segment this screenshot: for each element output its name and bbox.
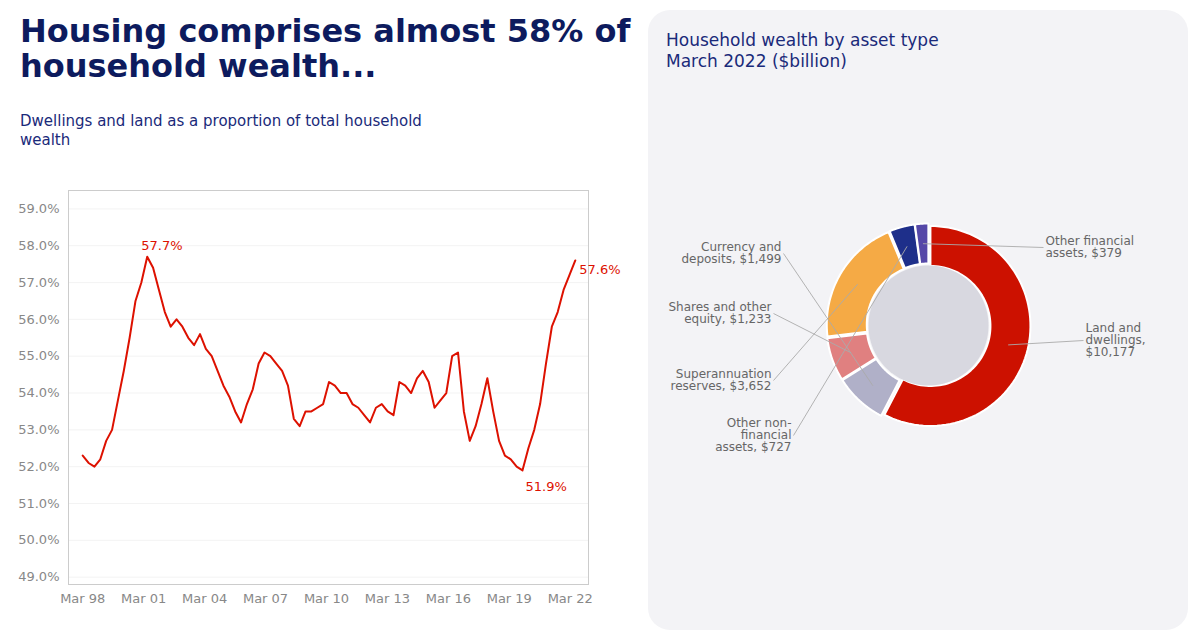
svg-text:57.0%: 57.0% [18, 275, 59, 290]
svg-text:Mar 01: Mar 01 [121, 591, 166, 606]
svg-text:Other non-financialassets, $72: Other non-financialassets, $727 [715, 416, 791, 454]
svg-text:Mar 22: Mar 22 [548, 591, 593, 606]
svg-text:57.6%: 57.6% [579, 262, 620, 277]
svg-text:55.0%: 55.0% [18, 348, 59, 363]
svg-text:Mar 98: Mar 98 [60, 591, 105, 606]
svg-text:Mar 10: Mar 10 [304, 591, 349, 606]
svg-text:53.0%: 53.0% [18, 422, 59, 437]
svg-text:52.0%: 52.0% [18, 459, 59, 474]
svg-text:Mar 07: Mar 07 [243, 591, 288, 606]
svg-text:57.7%: 57.7% [141, 238, 182, 253]
svg-text:50.0%: 50.0% [18, 532, 59, 547]
svg-text:Land anddwellings,$10,177: Land anddwellings,$10,177 [1086, 321, 1146, 359]
svg-text:59.0%: 59.0% [18, 201, 59, 216]
svg-text:Currency anddeposits, $1,499: Currency anddeposits, $1,499 [681, 240, 781, 266]
svg-text:56.0%: 56.0% [18, 312, 59, 327]
html-text:Housing comprises almost 58% o: Housing comprises almost 58% of househol… [20, 12, 631, 86]
svg-text:Superannuationreserves, $3,652: Superannuationreserves, $3,652 [671, 367, 772, 393]
svg-text:51.9%: 51.9% [526, 479, 567, 494]
svg-text:49.0%: 49.0% [18, 569, 59, 584]
svg-text:58.0%: 58.0% [18, 238, 59, 253]
html-text:Dwellings and land as a propor: Dwellings and land as a proportion of to… [20, 112, 422, 149]
svg-text:Shares and otherequity, $1,233: Shares and otherequity, $1,233 [668, 300, 771, 326]
svg-text:Mar 13: Mar 13 [365, 591, 410, 606]
svg-text:Other financialassets, $379: Other financialassets, $379 [1046, 234, 1135, 260]
svg-text:Mar 04: Mar 04 [182, 591, 227, 606]
svg-text:Mar 19: Mar 19 [487, 591, 532, 606]
svg-text:51.0%: 51.0% [18, 496, 59, 511]
svg-text:Mar 16: Mar 16 [426, 591, 471, 606]
svg-text:54.0%: 54.0% [18, 385, 59, 400]
html-text:Household wealth by asset type: Household wealth by asset type March 202… [666, 30, 939, 72]
